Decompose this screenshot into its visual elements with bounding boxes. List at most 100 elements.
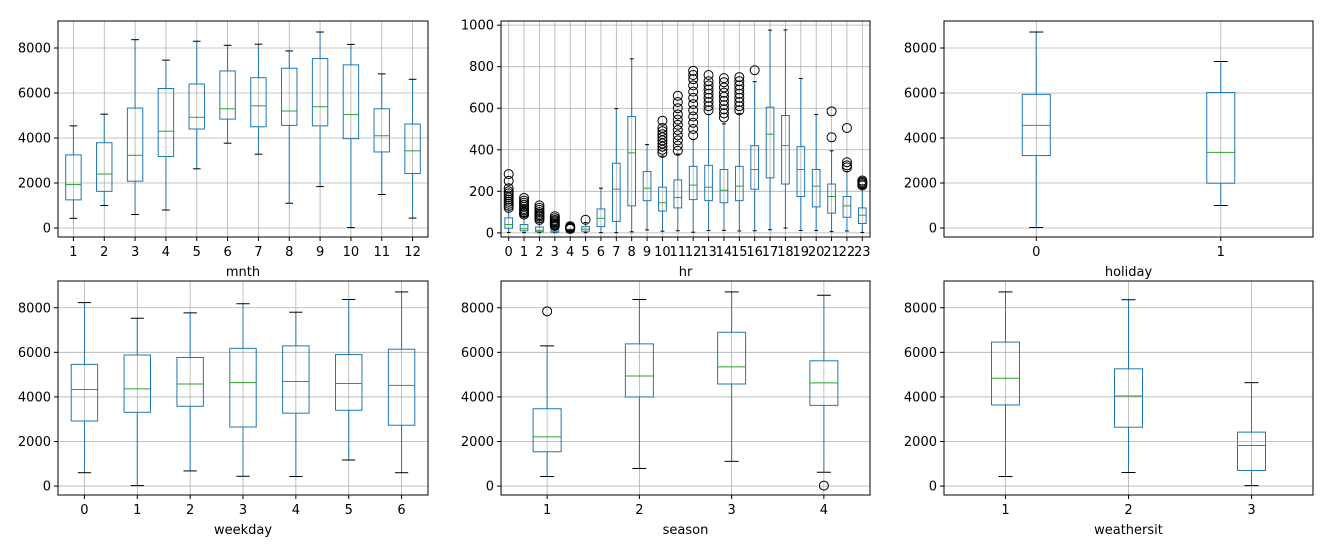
flier-point <box>703 76 714 87</box>
box-iqr <box>842 196 852 218</box>
box-iqr <box>627 116 637 207</box>
flier-point <box>718 87 729 98</box>
flier-point <box>826 106 837 117</box>
flier-point <box>542 306 553 317</box>
box-iqr <box>535 226 544 233</box>
flier-point <box>734 84 745 95</box>
box-season-4 <box>809 294 839 491</box>
x-tick-label: 6 <box>223 245 231 260</box>
x-tick-label: 5 <box>581 245 589 260</box>
x-tick-label: 16 <box>746 245 763 260</box>
flier-point <box>734 76 745 87</box>
box-iqr <box>717 331 747 385</box>
box-iqr <box>734 165 744 202</box>
box-iqr <box>373 108 390 153</box>
x-axis-label: mnth <box>226 265 260 280</box>
flier-point <box>657 115 668 126</box>
box-mnth-9 <box>311 31 329 188</box>
box-iqr <box>1114 368 1143 428</box>
x-tick-label: 1 <box>543 503 551 518</box>
flier-point <box>672 103 683 114</box>
flier-point <box>688 70 699 80</box>
flier-point <box>718 77 729 88</box>
box-hr-5 <box>580 214 591 234</box>
flier-point <box>688 74 699 85</box>
y-tick-label: 8000 <box>904 301 937 316</box>
x-tick-label: 3 <box>239 503 247 518</box>
y-tick-label: 6000 <box>18 87 51 102</box>
y-tick-label: 6000 <box>904 87 937 102</box>
flier-point <box>841 122 852 133</box>
box-mnth-7 <box>250 43 267 155</box>
box-iqr <box>624 343 654 398</box>
x-tick-label: 5 <box>193 245 201 260</box>
y-tick-label: 4000 <box>904 390 937 405</box>
box-iqr <box>781 115 790 185</box>
box-iqr <box>65 154 82 201</box>
y-tick-label: 0 <box>929 480 937 495</box>
box-iqr <box>750 145 760 190</box>
flier-point <box>703 88 714 99</box>
box-iqr <box>250 77 267 128</box>
y-tick-label: 8000 <box>18 42 51 57</box>
y-tick-label: 2000 <box>18 177 51 192</box>
y-tick-label: 2000 <box>904 177 937 192</box>
flier-point <box>734 92 745 103</box>
box-iqr <box>827 183 836 214</box>
box-mnth-11 <box>373 73 390 195</box>
box-mnth-6 <box>219 44 236 144</box>
flier-point <box>734 105 745 116</box>
box-hr-17 <box>765 29 775 231</box>
flier-point <box>672 119 683 130</box>
x-tick-label: 23 <box>854 245 871 260</box>
y-tick-label: 400 <box>469 143 494 158</box>
subplot-weathersit: 0 2000 4000 6000 8000 1 2 3 weathersit <box>904 280 1314 538</box>
flier-point <box>657 126 668 137</box>
flier-point <box>657 129 668 140</box>
flier-point <box>688 130 699 141</box>
x-axis-label: weathersit <box>1094 523 1163 538</box>
flier-point <box>688 124 699 134</box>
flier-point <box>688 117 699 128</box>
box-iqr <box>611 162 621 222</box>
box-iqr <box>335 354 363 411</box>
box-hr-15 <box>734 72 745 232</box>
x-tick-label: 0 <box>1032 245 1040 260</box>
box-iqr <box>719 169 729 204</box>
box-iqr <box>311 58 329 127</box>
y-tick-label: 8000 <box>18 301 51 316</box>
y-tick-label: 4000 <box>904 132 937 147</box>
box-iqr <box>704 164 713 202</box>
y-tick-label: 1000 <box>461 19 494 34</box>
box-iqr <box>96 142 113 192</box>
flier-point <box>718 108 729 119</box>
flier-point <box>688 86 699 97</box>
box-hr-22 <box>841 122 852 232</box>
box-hr-2 <box>534 200 545 234</box>
flier-point <box>657 122 668 133</box>
box-hr-8 <box>627 58 637 233</box>
box-iqr <box>404 123 421 175</box>
flier-point <box>534 202 545 213</box>
axes-frame <box>500 20 871 238</box>
box-weekday-6 <box>387 291 416 474</box>
axes-frame <box>943 20 1314 238</box>
subplot-season: 0 2000 4000 6000 8000 1 2 3 4 season <box>461 280 871 538</box>
y-tick-label: 8000 <box>461 301 494 316</box>
x-tick-label: 3 <box>727 503 735 518</box>
box-hr-10 <box>657 115 668 232</box>
box-iqr <box>188 83 205 130</box>
x-tick-label: 21 <box>823 245 840 260</box>
box-iqr <box>229 347 257 428</box>
flier-point <box>534 200 545 211</box>
flier-point <box>734 88 745 99</box>
x-tick-label: 1 <box>1217 245 1225 260</box>
x-axis-label: season <box>663 523 709 538</box>
x-tick-label: 12 <box>404 245 421 260</box>
box-mnth-2 <box>96 113 113 206</box>
box-mnth-12 <box>404 78 421 219</box>
box-mnth-10 <box>342 43 360 229</box>
